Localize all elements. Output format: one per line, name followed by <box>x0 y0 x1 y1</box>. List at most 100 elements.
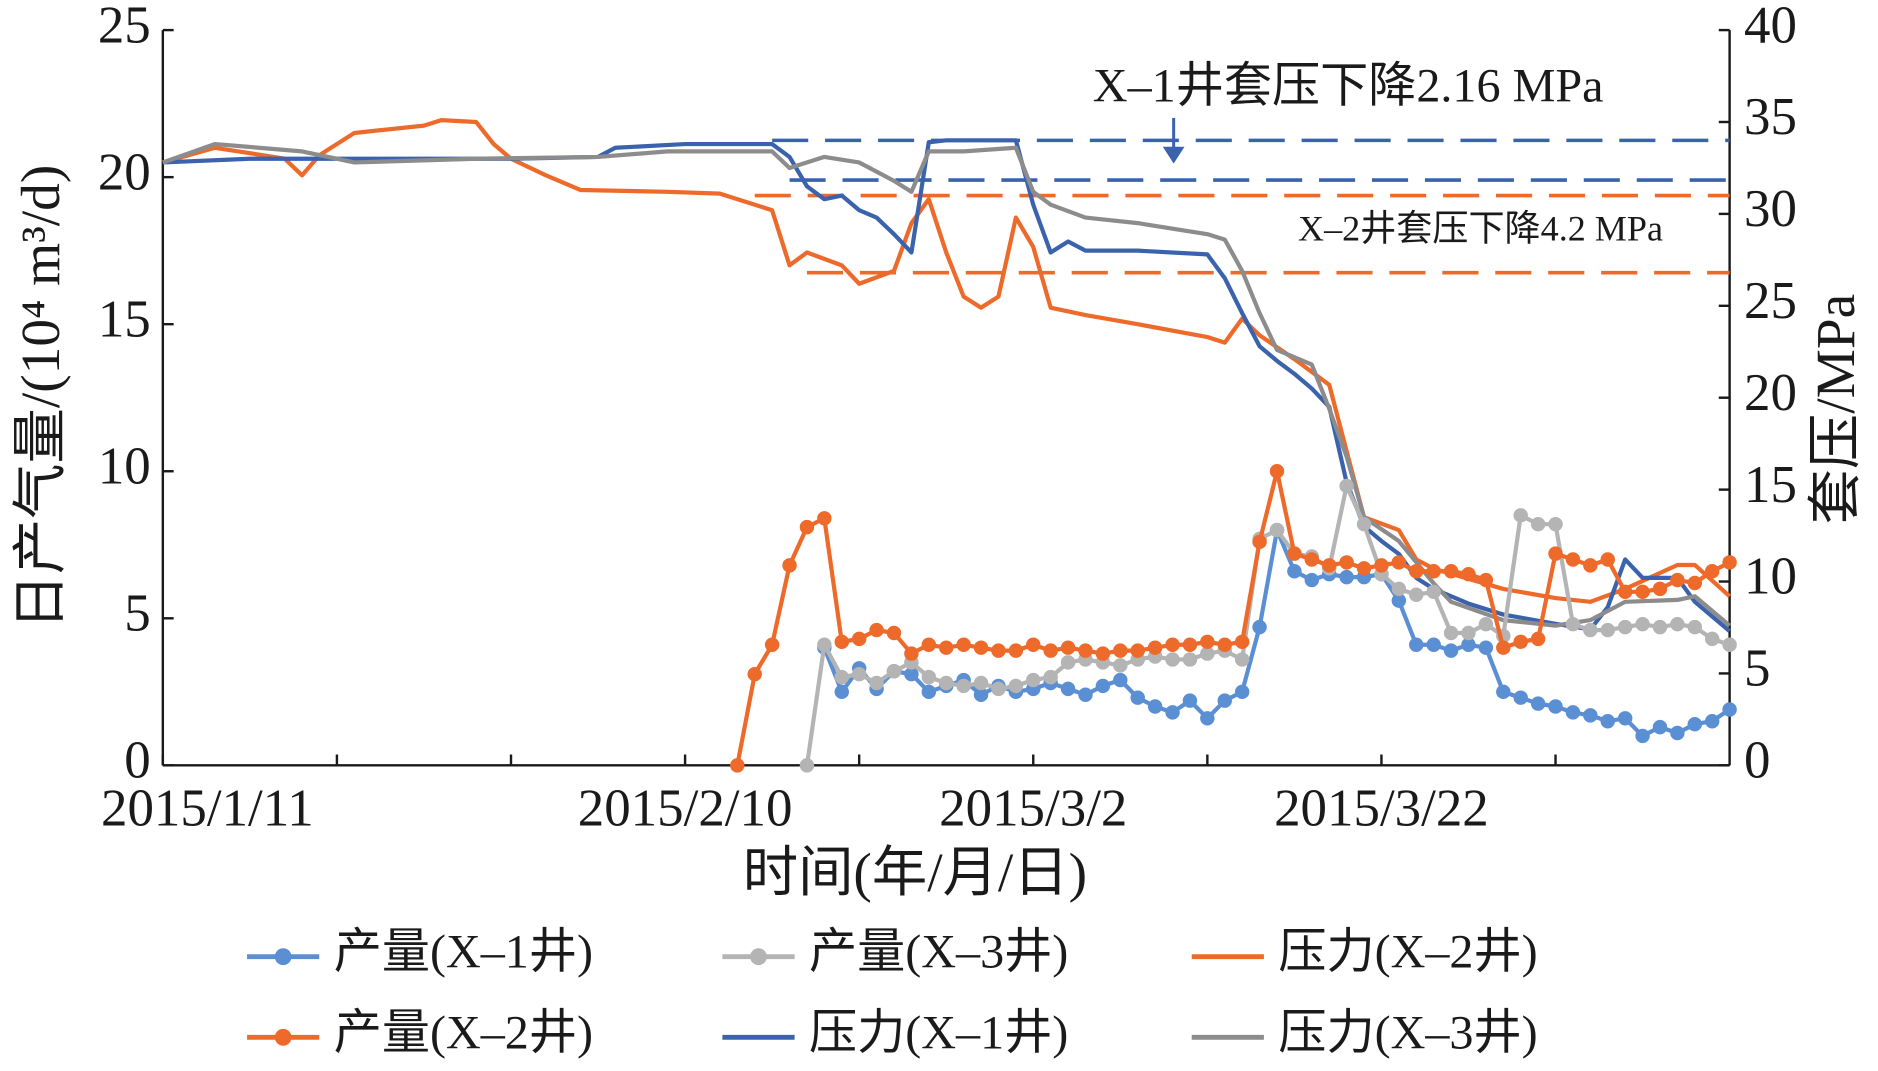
data-point <box>1374 558 1389 573</box>
data-point <box>1182 637 1198 652</box>
data-point <box>1043 643 1058 658</box>
data-point <box>817 511 832 526</box>
data-point <box>851 666 867 682</box>
data-point <box>904 666 919 682</box>
data-point <box>1443 643 1459 658</box>
data-point <box>1008 643 1024 658</box>
data-point <box>1600 552 1615 567</box>
data-point <box>1147 699 1163 714</box>
data-point <box>1165 652 1180 667</box>
data-point <box>1182 652 1198 667</box>
data-point <box>1443 564 1459 579</box>
data-point <box>1113 672 1128 688</box>
data-point <box>1583 558 1598 573</box>
data-point <box>1548 699 1563 714</box>
data-point <box>1496 684 1511 700</box>
data-point <box>1670 725 1685 741</box>
y2-tick-label: 0 <box>1744 732 1770 790</box>
data-point <box>1704 631 1720 647</box>
data-point <box>973 675 989 691</box>
data-point <box>1513 690 1528 705</box>
data-point <box>956 637 971 652</box>
data-point <box>1409 587 1424 602</box>
legend-label: 压力(X–1井) <box>809 1006 1068 1059</box>
data-point <box>1548 516 1563 532</box>
data-point <box>1426 564 1441 579</box>
y2-tick-label: 5 <box>1744 640 1770 698</box>
data-point <box>1269 464 1285 479</box>
x-tick-label: 2015/3/22 <box>1274 780 1489 838</box>
data-point <box>1304 552 1320 567</box>
data-point <box>1339 478 1354 494</box>
data-point <box>1165 705 1180 720</box>
data-point <box>1652 619 1668 635</box>
data-point <box>1165 637 1180 652</box>
data-point <box>1217 693 1232 708</box>
data-point <box>1565 705 1581 720</box>
data-point <box>1478 640 1494 655</box>
data-point <box>1426 584 1441 600</box>
data-point <box>1339 569 1354 585</box>
data-point <box>1687 619 1703 635</box>
data-point <box>817 637 832 652</box>
data-point <box>921 637 937 652</box>
data-point <box>1200 711 1215 726</box>
data-point <box>799 758 815 773</box>
data-point <box>973 687 989 702</box>
data-point <box>1095 678 1111 694</box>
data-point <box>1443 625 1459 641</box>
y2-tick-label: 10 <box>1744 548 1797 606</box>
data-point <box>991 643 1006 658</box>
data-point <box>1409 637 1424 652</box>
data-point <box>1043 669 1058 685</box>
data-point <box>1530 631 1546 647</box>
data-point <box>1321 558 1337 573</box>
data-point <box>834 669 849 685</box>
data-point <box>1635 584 1650 600</box>
legend-label: 压力(X–2井) <box>1278 926 1537 979</box>
data-point <box>1565 616 1581 632</box>
series-line <box>162 138 1731 633</box>
legend-marker <box>274 1028 292 1046</box>
data-point <box>1391 555 1407 570</box>
data-point <box>1356 516 1372 532</box>
data-point <box>1008 678 1024 694</box>
x-tick-label: 2015/3/2 <box>939 780 1127 838</box>
data-point <box>1670 616 1685 632</box>
data-point <box>1704 564 1720 579</box>
data-point <box>1234 634 1250 650</box>
data-point <box>1617 711 1633 726</box>
data-point <box>851 631 867 647</box>
y2-tick-label: 20 <box>1744 364 1797 422</box>
plot-area <box>161 28 1737 773</box>
data-point <box>886 664 902 679</box>
data-point <box>1652 719 1668 735</box>
annotation: X–2井套压下降4.2 MPa <box>1298 209 1663 249</box>
data-point <box>973 640 989 655</box>
data-point <box>1252 534 1267 550</box>
data-point <box>1635 616 1650 632</box>
data-point <box>1113 643 1128 658</box>
data-point <box>1704 714 1720 729</box>
data-point <box>730 758 745 773</box>
y2-tick-label: 30 <box>1744 180 1797 238</box>
data-point <box>1356 561 1372 576</box>
data-point <box>1026 637 1041 652</box>
data-point <box>1617 619 1633 635</box>
data-point <box>1304 572 1320 588</box>
data-point <box>1130 643 1145 658</box>
data-point <box>1583 708 1598 723</box>
y-tick-label: 0 <box>124 732 150 790</box>
data-point <box>956 678 971 694</box>
data-point <box>1409 564 1424 579</box>
data-point <box>1060 655 1076 670</box>
data-point <box>1513 634 1528 650</box>
x-tick-label: 2015/1/11 <box>101 780 314 838</box>
data-point <box>1426 637 1441 652</box>
legend-marker <box>750 948 767 966</box>
legend-label: 产量(X–3井) <box>809 926 1068 979</box>
data-point <box>747 666 762 682</box>
data-point <box>1391 581 1407 597</box>
data-point <box>1461 637 1476 652</box>
